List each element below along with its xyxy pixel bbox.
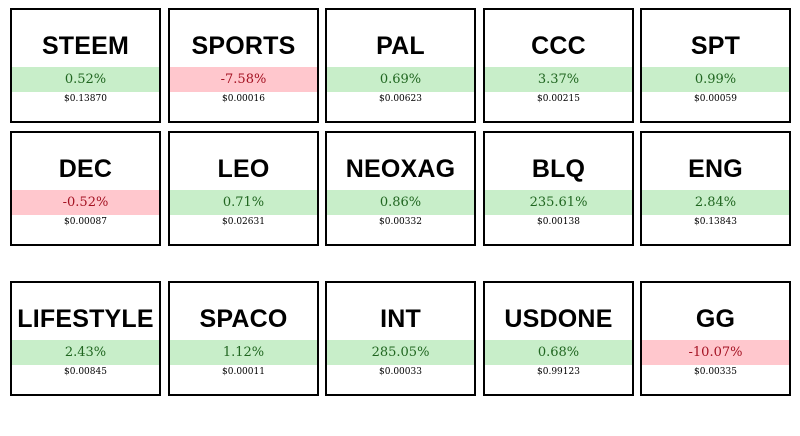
token-price: $0.00335 (694, 367, 737, 377)
token-symbol: LEO (217, 155, 270, 183)
token-symbol: CCC (531, 32, 586, 60)
token-symbol: LIFESTYLE (17, 305, 154, 333)
token-symbol: USDONE (504, 305, 613, 333)
token-change: 235.61% (485, 190, 632, 215)
token-change: -10.07% (642, 340, 789, 365)
token-change: 0.68% (485, 340, 632, 365)
token-card-spaco[interactable]: SPACO 1.12% $0.00011 (168, 281, 319, 396)
token-symbol: GG (695, 305, 736, 333)
token-change: 2.84% (642, 190, 789, 215)
token-change: 0.99% (642, 67, 789, 92)
token-change: 2.43% (12, 340, 159, 365)
token-symbol: BLQ (531, 155, 586, 183)
token-card-dec[interactable]: DEC -0.52% $0.00087 (10, 131, 161, 246)
token-change: 0.69% (327, 67, 474, 92)
token-symbol: ENG (688, 155, 743, 183)
token-card-lifestyle[interactable]: LIFESTYLE 2.43% $0.00845 (10, 281, 161, 396)
token-card-neoxag[interactable]: NEOXAG 0.86% $0.00332 (325, 131, 476, 246)
token-symbol: SPT (690, 32, 741, 60)
token-price: $0.00016 (222, 94, 265, 104)
token-symbol: SPACO (199, 305, 288, 333)
token-card-ccc[interactable]: CCC 3.37% $0.00215 (483, 8, 634, 123)
token-change: 0.86% (327, 190, 474, 215)
token-card-eng[interactable]: ENG 2.84% $0.13843 (640, 131, 791, 246)
token-card-usdone[interactable]: USDONE 0.68% $0.99123 (483, 281, 634, 396)
token-price: $0.00087 (64, 217, 107, 227)
token-change: 1.12% (170, 340, 317, 365)
token-price: $0.99123 (537, 367, 580, 377)
token-card-steem[interactable]: STEEM 0.52% $0.13870 (10, 8, 161, 123)
token-symbol: PAL (376, 32, 425, 60)
token-card-pal[interactable]: PAL 0.69% $0.00623 (325, 8, 476, 123)
token-price: $0.00011 (222, 367, 265, 377)
token-symbol: SPORTS (191, 32, 296, 60)
token-price: $0.00138 (537, 217, 580, 227)
token-change: 3.37% (485, 67, 632, 92)
token-card-blq[interactable]: BLQ 235.61% $0.00138 (483, 131, 634, 246)
token-card-leo[interactable]: LEO 0.71% $0.02631 (168, 131, 319, 246)
token-change: 0.71% (170, 190, 317, 215)
token-price: $0.13870 (64, 94, 107, 104)
token-change: -7.58% (170, 67, 317, 92)
token-card-gg[interactable]: GG -10.07% $0.00335 (640, 281, 791, 396)
token-symbol: DEC (58, 155, 113, 183)
token-price: $0.00215 (537, 94, 580, 104)
token-price: $0.02631 (222, 217, 265, 227)
token-price: $0.00059 (694, 94, 737, 104)
token-card-int[interactable]: INT 285.05% $0.00033 (325, 281, 476, 396)
token-change: -0.52% (12, 190, 159, 215)
token-symbol: STEEM (41, 32, 130, 60)
token-card-spt[interactable]: SPT 0.99% $0.00059 (640, 8, 791, 123)
token-price: $0.00033 (379, 367, 422, 377)
token-card-sports[interactable]: SPORTS -7.58% $0.00016 (168, 8, 319, 123)
token-price: $0.00845 (64, 367, 107, 377)
token-price: $0.00623 (379, 94, 422, 104)
token-symbol: NEOXAG (345, 155, 456, 183)
token-price: $0.13843 (694, 217, 737, 227)
token-change: 0.52% (12, 67, 159, 92)
token-change: 285.05% (327, 340, 474, 365)
token-price: $0.00332 (379, 217, 422, 227)
token-symbol: INT (380, 305, 421, 333)
